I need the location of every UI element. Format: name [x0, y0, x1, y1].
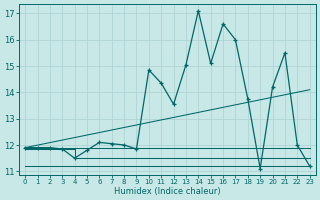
X-axis label: Humidex (Indice chaleur): Humidex (Indice chaleur)	[114, 187, 221, 196]
